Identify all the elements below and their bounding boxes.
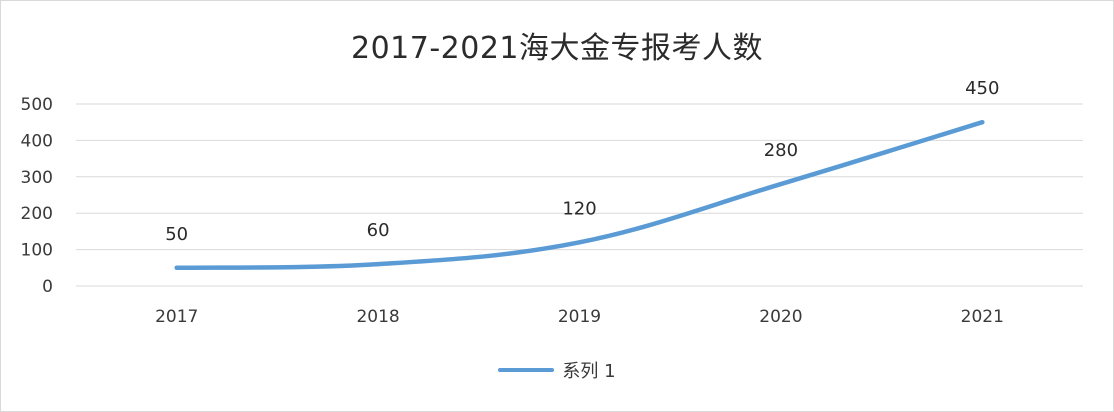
chart-title: 2017-2021海大金专报考人数	[350, 31, 764, 66]
data-label: 120	[562, 198, 596, 219]
legend-label: 系列 1	[562, 361, 616, 382]
data-labels: 50 60 120 280 450	[165, 78, 999, 245]
series-line	[174, 119, 985, 271]
data-label: 450	[965, 78, 999, 99]
y-tick-label: 0	[42, 277, 53, 297]
legend-swatch	[498, 368, 555, 372]
x-axis-ticks: 2017 2018 2019 2020 2021	[155, 307, 1004, 327]
data-point	[778, 182, 783, 187]
x-tick-label: 2017	[155, 307, 198, 327]
data-point	[174, 265, 179, 270]
data-point	[577, 240, 582, 245]
x-tick-label: 2018	[356, 307, 399, 327]
y-tick-label: 200	[21, 204, 53, 224]
y-tick-label: 500	[21, 95, 53, 115]
x-tick-label: 2021	[961, 307, 1004, 327]
y-axis-ticks: 0 100 200 300 400 500	[21, 95, 53, 297]
y-tick-label: 300	[21, 168, 53, 188]
gridlines	[76, 103, 1083, 287]
y-tick-label: 400	[21, 131, 53, 151]
legend: 系列 1	[1, 357, 1113, 383]
data-label: 60	[367, 220, 390, 241]
y-tick-label: 100	[21, 241, 53, 261]
data-label: 50	[165, 224, 188, 245]
series-lines	[174, 119, 985, 271]
data-point	[980, 120, 985, 125]
data-label: 280	[764, 140, 798, 161]
x-tick-label: 2019	[558, 307, 601, 327]
data-point	[376, 262, 381, 267]
x-tick-label: 2020	[759, 307, 802, 327]
